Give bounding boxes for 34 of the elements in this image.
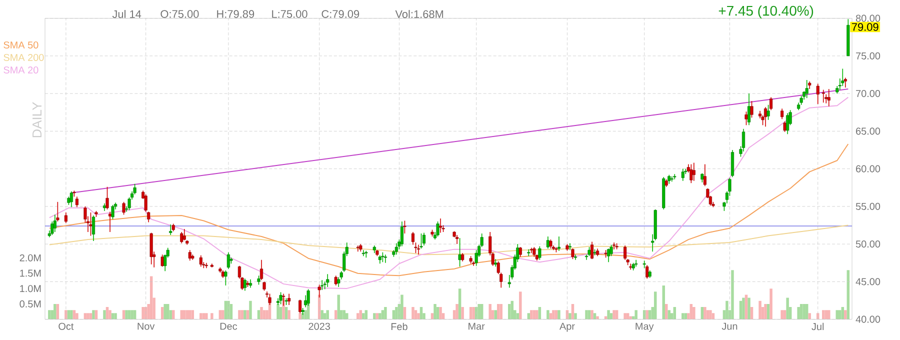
x-tick-label: Apr bbox=[559, 322, 575, 332]
y-tick-label: 55.00 bbox=[856, 202, 880, 210]
x-tick-label: Nov bbox=[138, 322, 155, 330]
y-tick-label: 80.00 bbox=[856, 14, 880, 22]
text: SMA 20 bbox=[4, 66, 38, 74]
text: SMA 50 bbox=[4, 41, 38, 49]
y-tick-label: 70.00 bbox=[856, 90, 880, 98]
annotation: +7.45 (10.40%) bbox=[718, 6, 814, 18]
x-tick-label: Jul bbox=[812, 322, 824, 330]
y-tick-label: 60.00 bbox=[856, 165, 880, 172]
text: O:75.00 bbox=[160, 10, 199, 18]
text: Vol:1.68M bbox=[395, 10, 444, 18]
y2-tick-label: 1.0M bbox=[20, 285, 41, 292]
y-tick-label: 50.00 bbox=[856, 240, 880, 248]
x-tick-label: Mar bbox=[468, 322, 485, 330]
x-tick-label: Oct bbox=[58, 322, 74, 330]
x-tick-label: May bbox=[636, 322, 654, 332]
y-tick-label: 75.00 bbox=[856, 52, 880, 60]
x-tick-label: Dec bbox=[220, 322, 238, 330]
y2-tick-label: 1.5M bbox=[20, 270, 41, 277]
text: Jul 14 bbox=[112, 10, 142, 18]
x-tick-label: Feb bbox=[391, 322, 408, 330]
text: H:79.89 bbox=[217, 10, 254, 18]
text: SMA 200 bbox=[4, 54, 44, 62]
text: 79.09 bbox=[852, 23, 878, 31]
text: C:79.09 bbox=[322, 10, 360, 18]
x-tick-label: 2023 bbox=[308, 322, 330, 330]
x-tick-label: Jun bbox=[722, 322, 738, 330]
y2-tick-label: 2.0M bbox=[20, 254, 41, 262]
text: L:75.00 bbox=[272, 10, 308, 18]
y-tick-label: 40.00 bbox=[856, 316, 880, 323]
y2-tick-label: 0.5M bbox=[20, 300, 41, 308]
y-tick-label: 65.00 bbox=[856, 128, 880, 135]
y-tick-label: 45.00 bbox=[856, 278, 880, 286]
